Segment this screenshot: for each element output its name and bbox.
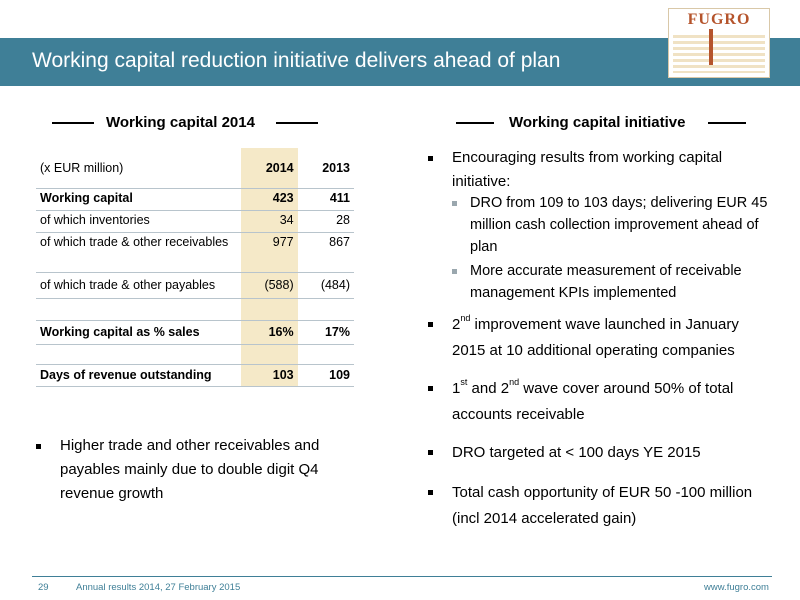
cell-2014: 103 xyxy=(241,364,298,387)
left-bullet-text: Higher trade and other receivables and p… xyxy=(60,437,320,502)
bullet-icon xyxy=(428,450,433,455)
cell-2013: (484) xyxy=(297,272,354,299)
bullet-icon xyxy=(36,444,41,449)
unit-label: (x EUR million) xyxy=(36,148,242,189)
cell-2014: 16% xyxy=(241,320,298,345)
table-spacer-row xyxy=(36,298,354,321)
left-bullet: Higher trade and other receivables and p… xyxy=(36,434,356,514)
bullet-icon xyxy=(428,156,433,161)
cell-2013: 109 xyxy=(297,364,354,387)
ordinal-number: 1 xyxy=(452,380,461,397)
right-bullet-4: DRO targeted at < 100 days YE 2015 xyxy=(428,440,768,466)
top-whitespace xyxy=(0,0,800,20)
spacer-cell xyxy=(241,344,298,365)
bullet-icon xyxy=(428,386,433,391)
left-heading-rule-right xyxy=(276,122,318,124)
cell-2013: 28 xyxy=(297,210,354,233)
cell-2014: (588) xyxy=(241,272,298,299)
subbullet-icon xyxy=(452,269,457,274)
footer-url: www.fugro.com xyxy=(704,582,769,593)
table-row: Working capital as % sales 16% 17% xyxy=(36,320,354,345)
bullet-text-mid: and 2 xyxy=(467,380,510,397)
ordinal-suffix: nd xyxy=(460,313,471,323)
page-number: 29 xyxy=(38,582,49,593)
spacer-cell xyxy=(297,298,354,321)
table-row: Working capital 423 411 xyxy=(36,188,354,211)
right-bullet-3: 1st and 2nd wave cover around 50% of tot… xyxy=(428,376,768,428)
title-bar: Working capital reduction initiative del… xyxy=(0,38,800,86)
table-header-row: (x EUR million) 2014 2013 xyxy=(36,148,354,189)
bullet-text-body: wave cover around 50% of total accounts … xyxy=(452,380,734,423)
table-row: Days of revenue outstanding 103 109 xyxy=(36,364,354,387)
row-label: Working capital xyxy=(36,188,242,211)
row-label: of which inventories xyxy=(36,210,242,233)
row-label: Days of revenue outstanding xyxy=(36,364,242,387)
cell-2013: 867 xyxy=(297,232,354,273)
fugro-logo: FUGRO xyxy=(668,8,770,78)
bullet-text-body: improvement wave launched in January 201… xyxy=(452,316,739,359)
left-heading-rule-left xyxy=(52,122,94,124)
left-section-heading: Working capital 2014 xyxy=(106,114,255,131)
right-heading-rule-right xyxy=(708,122,746,124)
ordinal-suffix: nd xyxy=(509,377,520,387)
ordinal-number: 2 xyxy=(452,316,461,333)
right-subbullet-2: More accurate measurement of receivable … xyxy=(452,260,768,304)
table-row: of which inventories 34 28 xyxy=(36,210,354,233)
footer-event: Annual results 2014, 27 February 2015 xyxy=(76,582,241,593)
row-label: of which trade & other payables xyxy=(36,272,242,299)
cell-2014: 977 xyxy=(241,232,298,273)
col-header-2014: 2014 xyxy=(241,148,298,189)
bullet-text: DRO targeted at < 100 days YE 2015 xyxy=(452,444,701,461)
working-capital-table: (x EUR million) 2014 2013 Working capita… xyxy=(36,148,354,387)
bullet-icon xyxy=(428,322,433,327)
right-bullet-5: Total cash opportunity of EUR 50 -100 mi… xyxy=(428,480,768,532)
spacer-cell xyxy=(36,298,242,321)
bullet-icon xyxy=(428,490,433,495)
slide-title: Working capital reduction initiative del… xyxy=(32,49,561,72)
cell-2014: 34 xyxy=(241,210,298,233)
right-bullet-2: 2nd improvement wave launched in January… xyxy=(428,312,768,364)
col-header-2013: 2013 xyxy=(297,148,354,189)
spacer-cell xyxy=(297,344,354,365)
right-section-heading: Working capital initiative xyxy=(509,114,686,131)
row-label: of which trade & other receivables xyxy=(36,232,242,273)
cell-2014: 423 xyxy=(241,188,298,211)
spacer-cell xyxy=(36,344,242,365)
table-row: of which trade & other payables (588) (4… xyxy=(36,272,354,299)
cell-2013: 411 xyxy=(297,188,354,211)
subbullet-text: More accurate measurement of receivable … xyxy=(470,263,742,301)
bullet-text: Encouraging results from working capital… xyxy=(452,149,723,190)
right-bullet-1: Encouraging results from working capital… xyxy=(428,146,768,194)
table-spacer-row xyxy=(36,344,354,365)
bullet-text: 2nd improvement wave launched in January… xyxy=(452,312,768,364)
bullet-text: Total cash opportunity of EUR 50 -100 mi… xyxy=(452,484,753,527)
logo-stripes xyxy=(673,35,765,73)
subbullet-icon xyxy=(452,201,457,206)
right-heading-rule-left xyxy=(456,122,494,124)
table-row: of which trade & other receivables 977 8… xyxy=(36,232,354,273)
logo-drill-mark xyxy=(709,29,713,65)
row-label: Working capital as % sales xyxy=(36,320,242,345)
footer-rule xyxy=(32,576,772,577)
spacer-cell xyxy=(241,298,298,321)
right-subbullet-1: DRO from 109 to 103 days; delivering EUR… xyxy=(452,192,768,258)
subbullet-text: DRO from 109 to 103 days; delivering EUR… xyxy=(470,195,768,255)
logo-text: FUGRO xyxy=(687,11,751,28)
bullet-text: 1st and 2nd wave cover around 50% of tot… xyxy=(452,376,768,428)
cell-2013: 17% xyxy=(297,320,354,345)
ordinal-suffix: st xyxy=(460,377,468,387)
